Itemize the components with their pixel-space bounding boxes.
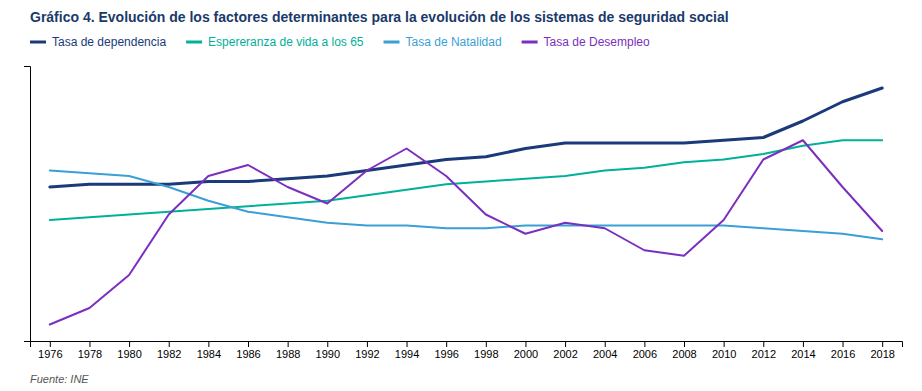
x-tick: 2012 — [752, 341, 776, 360]
x-tick-label: 1976 — [38, 348, 62, 360]
x-tick: 1996 — [434, 341, 458, 360]
x-tick-mark — [843, 341, 844, 347]
x-tick: 1982 — [157, 341, 181, 360]
x-tick: 1986 — [236, 341, 260, 360]
x-tick-mark — [50, 341, 51, 347]
x-tick: 1978 — [78, 341, 102, 360]
x-tick: 2008 — [672, 341, 696, 360]
title: Gráfico 4. Evolución de los factores det… — [30, 9, 729, 25]
x-tick-label: 2018 — [870, 348, 894, 360]
x-tick: 2004 — [593, 341, 617, 360]
annotation: Fuente: INE — [30, 373, 89, 385]
x-tick-label: 1982 — [157, 348, 181, 360]
x-tick-label: 2000 — [514, 348, 538, 360]
x-tick-label: 2004 — [593, 348, 617, 360]
x-tick-mark — [525, 341, 526, 347]
x-tick-mark — [367, 341, 368, 347]
series-line — [50, 140, 882, 324]
legend-item: Tasa de Desempleo — [522, 35, 650, 49]
legend-item: Tasa de dependencia — [30, 35, 166, 49]
x-tick-mark — [565, 341, 566, 347]
x-tick-mark — [169, 341, 170, 347]
legend-swatch — [186, 41, 202, 44]
x-tick: 2016 — [831, 341, 855, 360]
x-tick-label: 2010 — [712, 348, 736, 360]
x-tick: 1980 — [117, 341, 141, 360]
x-tick-mark — [644, 341, 645, 347]
x-tick: 1988 — [276, 341, 300, 360]
x-tick: 1994 — [395, 341, 419, 360]
chart: Gráfico 4. Evolución de los factores det… — [0, 0, 922, 391]
x-tick-mark — [248, 341, 249, 347]
x-tick: 2002 — [553, 341, 577, 360]
x-tick-label: 1978 — [78, 348, 102, 360]
x-tick: 1976 — [38, 341, 62, 360]
legend-label: Espereranza de vida a los 65 — [208, 35, 364, 49]
x-axis-line — [31, 342, 903, 348]
x-tick: 2018 — [870, 341, 894, 360]
x-tick-label: 2014 — [791, 348, 815, 360]
series-line — [50, 88, 882, 187]
x-tick: 2010 — [712, 341, 736, 360]
x-tick: 1998 — [474, 341, 498, 360]
x-tick-label: 1996 — [434, 348, 458, 360]
x-tick-mark — [446, 341, 447, 347]
x-tick-label: 2006 — [633, 348, 657, 360]
x-tick-label: 2016 — [831, 348, 855, 360]
x-tick-label: 1992 — [355, 348, 379, 360]
x-tick-label: 1984 — [197, 348, 221, 360]
x-tick-label: 1980 — [117, 348, 141, 360]
legend-item: Tasa de Natalidad — [384, 35, 502, 49]
x-tick-mark — [89, 341, 90, 347]
x-tick-mark — [605, 341, 606, 347]
legend-item: Espereranza de vida a los 65 — [186, 35, 364, 49]
legend-swatch — [522, 41, 538, 44]
x-tick-mark — [288, 341, 289, 347]
x-tick-label: 1988 — [276, 348, 300, 360]
lines — [50, 88, 882, 325]
x-tick-mark — [486, 341, 487, 347]
x-tick: 2000 — [514, 341, 538, 360]
x-tick: 1992 — [355, 341, 379, 360]
x-tick-label: 2002 — [553, 348, 577, 360]
x-tick-mark — [803, 341, 804, 347]
x-tick-mark — [327, 341, 328, 347]
x-tick-label: 1986 — [236, 348, 260, 360]
x-tick: 2006 — [633, 341, 657, 360]
legend: Tasa de dependencia Espereranza de vida a… — [30, 35, 650, 49]
x-tick: 2014 — [791, 341, 815, 360]
x-tick-mark — [763, 341, 764, 347]
legend-swatch — [30, 41, 46, 44]
y-axis — [24, 67, 31, 342]
x-tick-mark — [129, 341, 130, 347]
x-tick-mark — [407, 341, 408, 347]
x-tick-mark — [684, 341, 685, 347]
x-tick-label: 2008 — [672, 348, 696, 360]
x-tick-label: 2012 — [752, 348, 776, 360]
x-tick-mark — [208, 341, 209, 347]
legend-label: Tasa de Natalidad — [406, 35, 502, 49]
x-tick-label: 1994 — [395, 348, 419, 360]
x-tick: 1990 — [316, 341, 340, 360]
legend-label: Tasa de dependencia — [52, 35, 166, 49]
y-axis-line — [24, 67, 31, 342]
x-tick-label: 1998 — [474, 348, 498, 360]
legend-label: Tasa de Desempleo — [544, 35, 650, 49]
legend-swatch — [384, 41, 400, 44]
x-axis: 1976 1978 1980 1982 1984 1986 1988 1990 1992 1994… — [31, 341, 903, 360]
x-tick-mark — [724, 341, 725, 347]
x-tick-label: 1990 — [316, 348, 340, 360]
series-line — [50, 171, 882, 240]
x-tick: 1984 — [197, 341, 221, 360]
x-tick-mark — [882, 341, 883, 347]
